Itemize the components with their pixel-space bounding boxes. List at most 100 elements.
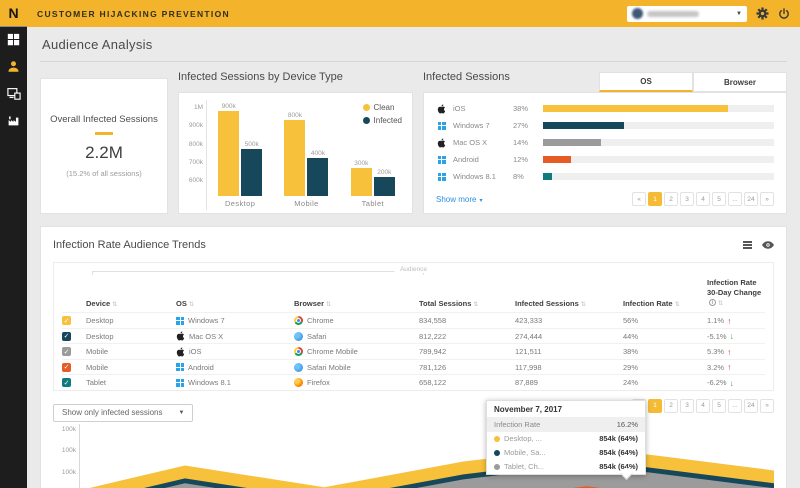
column-os[interactable]: OS bbox=[176, 299, 294, 308]
sort-icon[interactable] bbox=[716, 298, 723, 307]
tab-browser[interactable]: Browser bbox=[693, 72, 787, 92]
show-more-link[interactable]: Show more bbox=[436, 195, 482, 204]
infection-rate-cell: 56% bbox=[623, 316, 639, 326]
page-button[interactable]: 2 bbox=[664, 398, 678, 413]
row-checkbox[interactable]: ✓ bbox=[62, 362, 71, 372]
infected-filter-dropdown[interactable]: Show only infected sessions ▼ bbox=[53, 403, 194, 422]
area-chart-plot[interactable]: November 7, 2017 Infection Rate 16.2% De… bbox=[79, 399, 774, 488]
settings-button[interactable] bbox=[756, 7, 769, 20]
column-infection-rate[interactable]: Infection Rate bbox=[623, 299, 707, 308]
share-bar-fill bbox=[543, 173, 553, 180]
page-button[interactable]: 5 bbox=[712, 398, 726, 413]
infection-rate-cell: 38% bbox=[623, 347, 639, 357]
row-checkbox[interactable]: ✓ bbox=[62, 316, 71, 326]
sidebar-item-dashboard[interactable] bbox=[0, 30, 27, 54]
row-checkbox[interactable]: ✓ bbox=[62, 347, 71, 357]
page-prev-button[interactable]: « bbox=[632, 192, 646, 206]
clean-bar[interactable] bbox=[284, 120, 306, 196]
sort-icon[interactable] bbox=[673, 299, 680, 308]
tab-os[interactable]: OS bbox=[599, 72, 693, 92]
os-label: Windows 8.1 bbox=[453, 172, 496, 181]
app-logo[interactable]: N bbox=[0, 0, 27, 27]
tooltip-series-label: Tablet, Ch... bbox=[504, 462, 545, 472]
infected-bar[interactable] bbox=[241, 149, 263, 196]
audience-group-header: Audience bbox=[62, 266, 765, 277]
table-row: ✓ Desktop Mac OS X Safari 812,222 274,44… bbox=[62, 327, 765, 344]
legend-label: Infected bbox=[373, 116, 402, 125]
devices-icon bbox=[6, 87, 21, 105]
sort-icon[interactable] bbox=[324, 299, 331, 308]
column-30day-change[interactable]: Infection Rate 30-Day Changei bbox=[707, 278, 765, 308]
page-button[interactable]: 4 bbox=[696, 192, 710, 206]
row-checkbox[interactable]: ✓ bbox=[62, 331, 71, 341]
eye-icon[interactable] bbox=[762, 236, 774, 254]
sidebar-item-audience-active[interactable] bbox=[0, 57, 27, 81]
trends-table: Audience Device OS Browser Total Session… bbox=[53, 262, 774, 391]
account-dropdown[interactable]: ▼ bbox=[627, 5, 747, 22]
trends-title: Infection Rate Audience Trends bbox=[53, 239, 206, 251]
logout-button[interactable] bbox=[778, 7, 790, 20]
page-next-button[interactable]: » bbox=[760, 398, 774, 413]
android-icon bbox=[436, 155, 447, 164]
infected-bar[interactable] bbox=[307, 158, 329, 196]
overall-value: 2.2M bbox=[85, 143, 123, 163]
share-bar-track bbox=[543, 173, 774, 180]
clean-legend-dot bbox=[362, 104, 370, 111]
os-percent: 38% bbox=[513, 104, 529, 113]
account-name-redacted bbox=[647, 10, 699, 17]
page-button[interactable]: 3 bbox=[680, 398, 694, 413]
app-title: CUSTOMER HIJACKING PREVENTION bbox=[37, 8, 230, 19]
os-pagination: « 1 2 3 4 5 ... 24 » bbox=[632, 192, 774, 206]
sidebar-item-devices[interactable] bbox=[0, 84, 27, 108]
total-sessions-cell: 789,942 bbox=[419, 347, 447, 357]
legend-label: Clean bbox=[373, 103, 395, 112]
os-row-windows81: Windows 8.1 8% bbox=[436, 168, 774, 185]
os-cell: iOS bbox=[176, 347, 294, 357]
sort-icon[interactable] bbox=[187, 299, 194, 308]
sort-icon[interactable] bbox=[110, 299, 117, 308]
browser-cell: Chrome bbox=[294, 316, 419, 326]
column-infected-sessions[interactable]: Infected Sessions bbox=[515, 299, 623, 308]
clean-bar[interactable] bbox=[350, 168, 372, 196]
apple-icon bbox=[436, 104, 447, 114]
table-row: ✓ Desktop Windows 7 Chrome 834,558 423,3… bbox=[62, 312, 765, 328]
page-button[interactable]: 1 bbox=[648, 398, 662, 413]
infected-sessions-cell: 423,333 bbox=[515, 316, 543, 326]
total-sessions-cell: 658,122 bbox=[419, 378, 447, 388]
device-chart-legend: Clean Infected bbox=[362, 103, 402, 129]
column-browser[interactable]: Browser bbox=[294, 299, 419, 308]
audience-group-label: Audience bbox=[393, 266, 434, 273]
trend-arrow-icon bbox=[727, 316, 731, 326]
row-checkbox[interactable]: ✓ bbox=[62, 378, 71, 388]
page-button[interactable]: 1 bbox=[648, 192, 662, 206]
share-bar-fill bbox=[543, 139, 601, 146]
person-icon bbox=[7, 60, 20, 78]
sort-icon[interactable] bbox=[579, 299, 586, 308]
sort-icon[interactable] bbox=[471, 299, 478, 308]
tooltip-item: Desktop, ... 854k (64%) bbox=[487, 432, 645, 446]
column-total-sessions[interactable]: Total Sessions bbox=[419, 299, 515, 308]
clean-bar[interactable] bbox=[218, 111, 240, 196]
total-sessions-cell: 834,558 bbox=[419, 316, 447, 326]
y-tick: 100k bbox=[61, 425, 76, 433]
page-button[interactable]: 5 bbox=[712, 192, 726, 206]
share-bar-fill bbox=[543, 156, 571, 163]
page-button[interactable]: 24 bbox=[744, 192, 758, 206]
os-label: Windows 7 bbox=[453, 121, 490, 130]
page-next-button[interactable]: » bbox=[760, 192, 774, 206]
page-button[interactable]: 2 bbox=[664, 192, 678, 206]
infected-bar[interactable] bbox=[373, 177, 395, 196]
page-button[interactable]: 3 bbox=[680, 192, 694, 206]
accent-divider bbox=[95, 132, 113, 136]
avatar bbox=[632, 8, 643, 19]
column-device[interactable]: Device bbox=[86, 299, 176, 308]
y-tick: 900k bbox=[188, 122, 203, 130]
page-button[interactable]: 4 bbox=[696, 398, 710, 413]
menu-icon[interactable] bbox=[743, 241, 752, 249]
os-cell: Windows 8.1 bbox=[176, 378, 294, 387]
info-icon[interactable]: i bbox=[709, 299, 716, 307]
page-ellipsis: ... bbox=[728, 398, 742, 413]
trend-arrow-icon bbox=[727, 362, 731, 372]
page-button[interactable]: 24 bbox=[744, 398, 758, 413]
sidebar-item-industry[interactable] bbox=[0, 111, 27, 135]
